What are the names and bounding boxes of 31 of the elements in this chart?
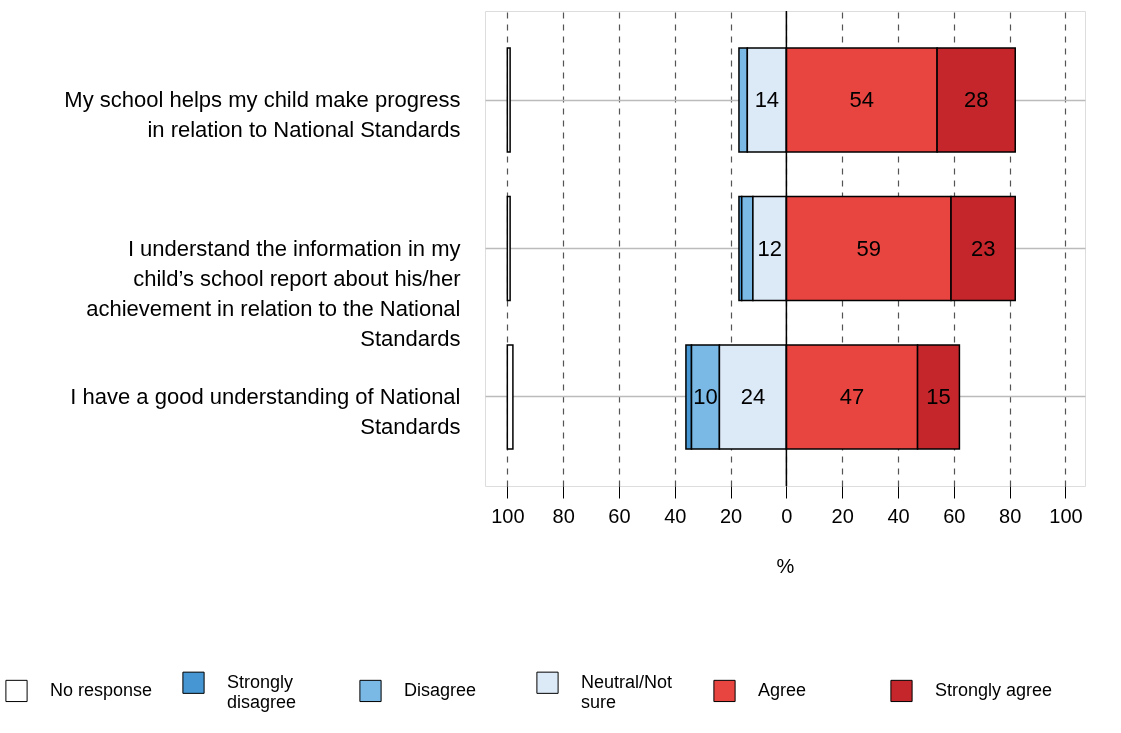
x-tick-label: 0 <box>781 504 793 527</box>
x-tick-label: 60 <box>943 504 966 527</box>
data-label: 28 <box>963 87 989 113</box>
x-tick-label: 80 <box>999 504 1022 527</box>
legend-label: Disagree <box>404 679 477 700</box>
x-axis-title: % <box>776 554 795 577</box>
data-label: 15 <box>926 383 951 409</box>
legend-label: Neutral/Not sure <box>581 671 673 712</box>
x-tick-label: 20 <box>831 504 854 527</box>
data-label: 10 <box>693 383 718 409</box>
data-label: 24 <box>740 383 766 409</box>
x-tick-label: 40 <box>887 504 910 527</box>
legend-label: Strongly disagree <box>227 671 297 712</box>
x-tick-label: 60 <box>608 504 631 527</box>
x-tick-label: 40 <box>664 504 687 527</box>
data-label: 14 <box>754 87 780 113</box>
data-label: 23 <box>970 235 996 261</box>
x-tick-label: 20 <box>719 504 743 527</box>
y-tick-label: My school helps my child make progress in relation to National Standards <box>64 87 461 143</box>
legend-label: Agree <box>758 679 807 700</box>
legend-label: No response <box>50 679 153 700</box>
x-tick-label: 100 <box>1049 504 1083 527</box>
data-label: 47 <box>839 383 865 409</box>
y-tick-label: I understand the information in my child’s school report about his/her achievement in relation to the National Standards <box>86 235 461 351</box>
y-tick-label: I have a good understanding of National Standards <box>70 383 461 439</box>
legend-label: Strongly agree <box>935 679 1053 700</box>
data-label: 54 <box>849 87 874 113</box>
x-tick-label: 100 <box>491 504 525 527</box>
x-tick-label: 80 <box>552 504 575 527</box>
data-label: 59 <box>856 235 881 261</box>
data-label: 12 <box>757 235 782 261</box>
